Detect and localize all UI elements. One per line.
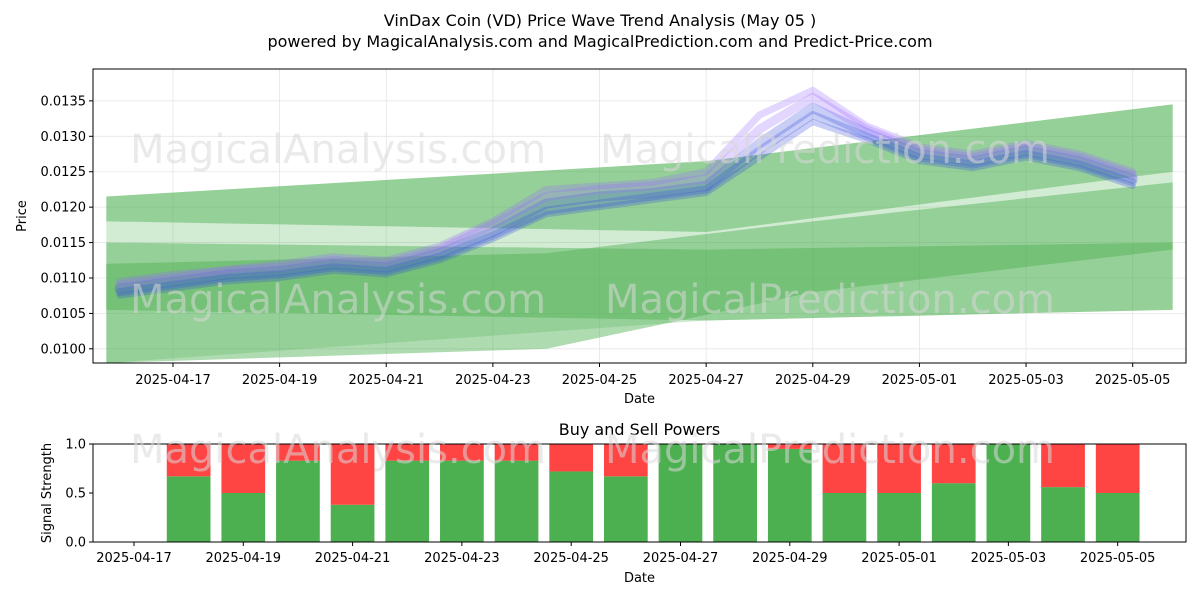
signal-x-tick-label-9: 2025-05-05 [1080, 551, 1156, 566]
buy-bar-16 [1041, 487, 1085, 542]
sell-bar-3 [330, 444, 375, 505]
watermark-low-left: MagicalAnalysis.com [130, 427, 546, 473]
signal-x-tick-label-4: 2025-04-25 [533, 551, 609, 566]
y-tick-label-3: 0.0115 [41, 236, 87, 251]
y-tick-label-7: 0.0135 [41, 94, 87, 109]
wave-series-3 [116, 86, 1137, 286]
chart-subtitle: powered by MagicalAnalysis.com and Magic… [267, 32, 932, 51]
price-y-axis-label: Price [15, 200, 30, 232]
price-plot-frame [92, 68, 1187, 364]
trend-band-lower [106, 182, 1173, 363]
x-tick-label-6: 2025-04-29 [775, 373, 851, 388]
buy-bar-17 [1095, 493, 1140, 542]
chart-title: VinDax Coin (VD) Price Wave Trend Analys… [384, 11, 816, 30]
x-tick-label-4: 2025-04-25 [562, 373, 638, 388]
sell-bar-1 [221, 444, 266, 493]
buy-bar-9 [658, 444, 703, 542]
buy-bar-2 [276, 460, 320, 542]
buy-bar-7 [549, 471, 594, 542]
watermark-top-right: MagicalPrediction.com [600, 127, 1050, 173]
buy-bar-14 [931, 483, 976, 542]
trend-band-outer [106, 104, 1173, 363]
signal-x-axis-label: Date [624, 571, 655, 586]
x-tick-label-8: 2025-05-03 [988, 373, 1064, 388]
x-tick-label-0: 2025-04-17 [135, 373, 211, 388]
sell-bar-17 [1095, 444, 1140, 493]
signal-x-tick-label-7: 2025-05-01 [861, 551, 937, 566]
signal-y-tick-label-0: 0.0 [65, 536, 86, 551]
buy-bar-13 [877, 493, 921, 542]
watermark-top-left: MagicalAnalysis.com [130, 127, 546, 173]
buy-bar-1 [221, 493, 266, 542]
y-tick-label-1: 0.0105 [41, 307, 87, 322]
sell-bar-4 [385, 444, 430, 461]
buy-bar-3 [330, 504, 375, 542]
y-tick-label-2: 0.0110 [41, 271, 87, 286]
x-tick-label-9: 2025-05-05 [1095, 373, 1171, 388]
watermark-mid-left: MagicalAnalysis.com [130, 277, 546, 323]
x-tick-label-1: 2025-04-19 [242, 373, 318, 388]
signal-x-tick-label-3: 2025-04-23 [424, 551, 500, 566]
trend-band-upper [106, 104, 1173, 232]
buy-bar-6 [494, 460, 539, 542]
buy-bar-11 [767, 448, 812, 542]
watermark-mid-right: MagicalPrediction.com [605, 277, 1055, 323]
signal-x-tick-label-0: 2025-04-17 [96, 551, 172, 566]
sell-bar-8 [603, 444, 648, 477]
y-tick-label-6: 0.0130 [41, 130, 87, 145]
signal-y-tick-label-2: 1.0 [65, 438, 86, 453]
signal-y-ticks: 0.0 0.5 1.0 [65, 438, 93, 551]
wave-series-1 [115, 92, 1138, 290]
y-tick-label-4: 0.0120 [41, 201, 87, 216]
price-plot-area [106, 86, 1173, 363]
y-tick-label-0: 0.0100 [41, 342, 87, 357]
signal-x-ticks: 2025-04-17 2025-04-19 2025-04-21 2025-04-23… [96, 542, 1155, 566]
signal-x-tick-label-8: 2025-05-03 [971, 551, 1047, 566]
x-tick-label-3: 2025-04-23 [455, 373, 531, 388]
buy-bar-12 [822, 493, 867, 542]
sell-bar-16 [1041, 444, 1085, 488]
x-tick-label-5: 2025-04-27 [668, 373, 744, 388]
x-tick-label-7: 2025-05-01 [882, 373, 958, 388]
signal-bars [166, 444, 1140, 542]
signal-x-tick-label-1: 2025-04-19 [206, 551, 282, 566]
watermark-low-right: MagicalPrediction.com [605, 427, 1055, 473]
signal-title: Buy and Sell Powers [559, 420, 721, 439]
sell-bar-12 [822, 444, 867, 493]
sell-bar-7 [549, 444, 594, 472]
trend-band-middle [106, 242, 1173, 321]
buy-bar-15 [986, 444, 1031, 542]
buy-bar-8 [603, 476, 648, 542]
price-x-ticks: 2025-04-17 2025-04-19 2025-04-21 2025-04-23… [135, 363, 1170, 388]
signal-x-tick-label-5: 2025-04-27 [643, 551, 719, 566]
price-gridlines [93, 69, 1186, 363]
sell-bar-14 [931, 444, 976, 484]
buy-bar-4 [385, 460, 430, 542]
signal-x-tick-label-2: 2025-04-21 [315, 551, 391, 566]
sell-bar-5 [440, 444, 484, 461]
sell-bar-6 [494, 444, 539, 461]
sell-bar-11 [767, 444, 812, 449]
wave-series-2 [115, 111, 1137, 297]
signal-plot: 2025-04-17 2025-04-19 2025-04-21 2025-04-23… [40, 420, 1187, 586]
wave-series-4 [116, 119, 1136, 299]
signal-x-tick-label-6: 2025-04-29 [752, 551, 828, 566]
sell-bar-13 [877, 444, 921, 493]
buy-bar-5 [440, 460, 484, 542]
wave-series-0 [114, 102, 1138, 294]
price-x-axis-label: Date [624, 392, 655, 407]
sell-bar-0 [166, 444, 211, 477]
sell-bar-2 [276, 444, 320, 461]
price-plot: 2025-04-17 2025-04-19 2025-04-21 2025-04-23… [15, 68, 1187, 407]
buy-bar-10 [713, 444, 757, 542]
price-y-ticks: 0.0100 0.0105 0.0110 0.0115 0.0120 0.0125 0.01… [41, 94, 93, 357]
buy-bar-0 [166, 476, 211, 542]
signal-y-axis-label: Signal Strength [40, 443, 55, 543]
signal-y-tick-label-1: 0.5 [65, 487, 86, 502]
y-tick-label-5: 0.0125 [41, 165, 87, 180]
x-tick-label-2: 2025-04-21 [348, 373, 424, 388]
